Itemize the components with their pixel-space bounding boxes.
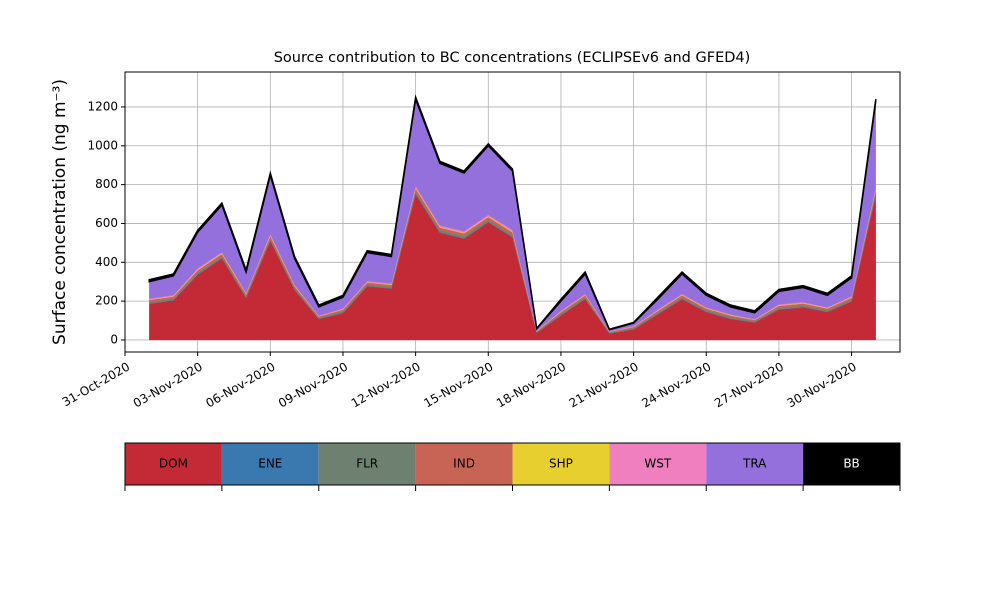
y-tick-label: 400 [95, 255, 118, 269]
y-tick-label: 600 [95, 216, 118, 230]
chart-title: Source contribution to BC concentrations… [274, 50, 751, 66]
y-tick-label: 800 [95, 177, 118, 191]
x-tick-label: 15-Nov-2020 [421, 360, 495, 411]
y-tick-label: 1200 [87, 99, 118, 113]
x-tick-label: 21-Nov-2020 [567, 360, 641, 411]
x-tick-label: 12-Nov-2020 [349, 360, 423, 411]
x-tick-label: 31-Oct-2020 [60, 360, 132, 410]
legend-swatch [609, 443, 707, 485]
legend-label: DOM [159, 457, 188, 471]
y-tick-label: 1000 [87, 138, 118, 152]
legend-swatch [125, 443, 222, 485]
legend-label: TRA [742, 457, 767, 471]
legend-swatch [318, 443, 416, 485]
legend-label: ENE [258, 457, 282, 471]
x-tick-label: 30-Nov-2020 [785, 360, 859, 411]
legend-swatch [221, 443, 319, 485]
x-tick-label: 24-Nov-2020 [639, 360, 713, 411]
legend-swatch [803, 443, 900, 485]
x-tick-label: 09-Nov-2020 [276, 360, 350, 411]
x-tick-label: 03-Nov-2020 [131, 360, 205, 411]
legend-frame [124, 442, 901, 486]
x-tick-label: 27-Nov-2020 [712, 360, 786, 411]
legend-label: FLR [356, 457, 378, 471]
x-tick-label: 18-Nov-2020 [494, 360, 568, 411]
x-tick-label: 06-Nov-2020 [203, 360, 277, 411]
legend-label: WST [644, 457, 671, 471]
legend-swatch [512, 443, 610, 485]
legend-label: BB [843, 457, 859, 471]
legend-swatch [706, 443, 804, 485]
y-tick-label: 0 [110, 332, 118, 346]
y-axis-label: Surface concentration (ng m⁻³) [50, 79, 70, 345]
area [148, 94, 877, 331]
legend-swatch [415, 443, 513, 485]
y-tick-label: 200 [95, 294, 118, 308]
legend-label: IND [453, 457, 475, 471]
plot-frame [124, 71, 901, 353]
legend-label: SHP [549, 457, 573, 471]
